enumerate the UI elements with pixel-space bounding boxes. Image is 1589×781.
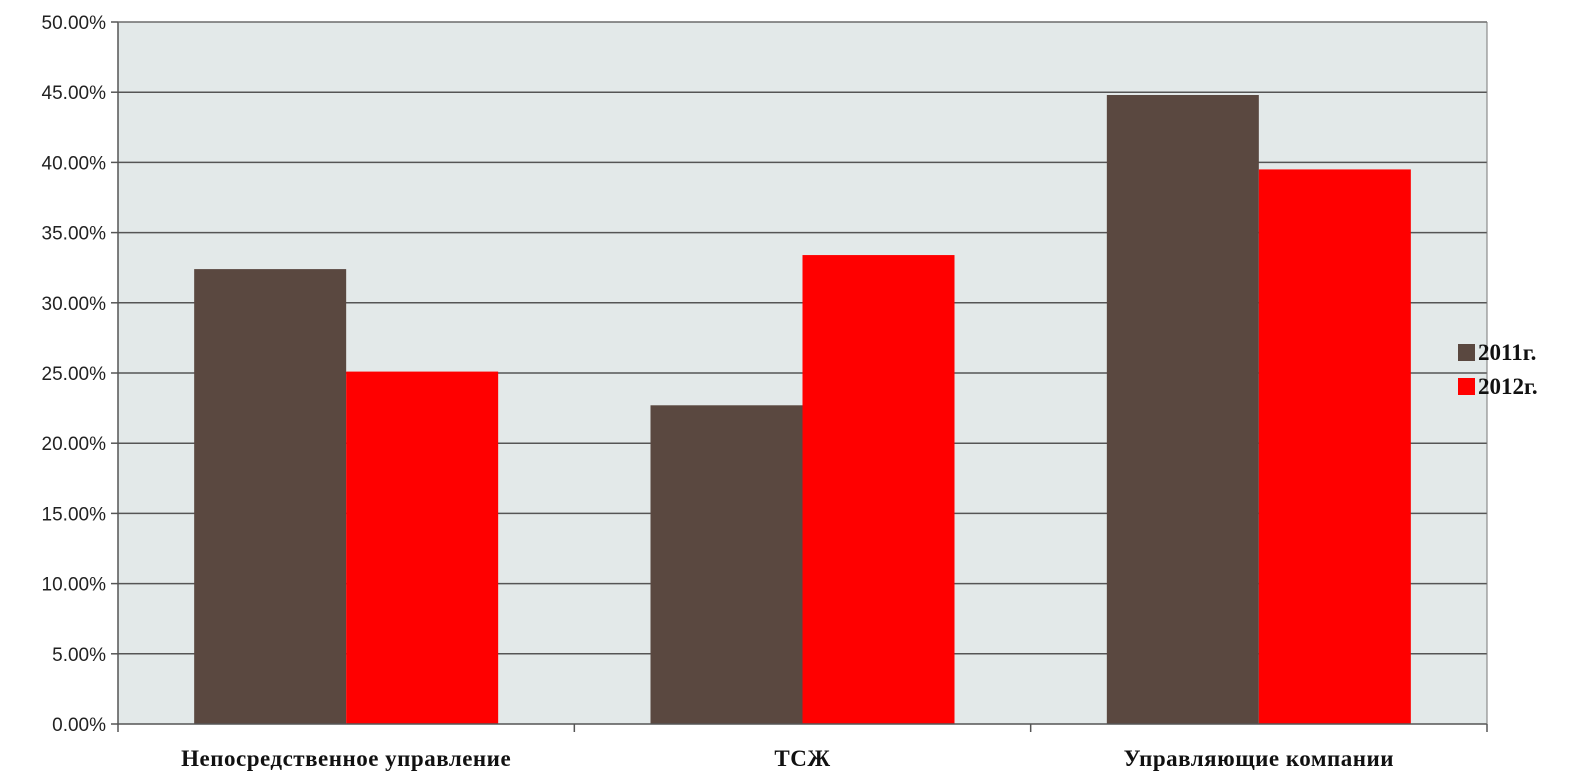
x-tick-label: Управляющие компании [1124, 746, 1394, 771]
axes [111, 21, 1488, 732]
legend-swatch [1458, 378, 1475, 395]
y-tick-label: 40.00% [42, 153, 107, 174]
y-tick-label: 25.00% [42, 364, 107, 385]
bar [802, 255, 955, 724]
legend-swatch [1458, 344, 1475, 361]
bar [194, 269, 347, 724]
y-tick-label: 0.00% [52, 715, 106, 736]
y-tick-label: 10.00% [42, 575, 107, 596]
bar [650, 405, 803, 724]
y-tick-label: 15.00% [42, 504, 107, 525]
x-tick-label: ТСЖ [774, 746, 830, 771]
bar [346, 371, 499, 724]
legend-label: 2011г. [1478, 340, 1536, 365]
y-tick-label: 20.00% [42, 434, 107, 455]
y-tick-labels: 0.00% 5.00% 10.00% 15.00% 20.00% 25.00% 30.00%… [42, 13, 107, 736]
y-tick-label: 50.00% [42, 13, 107, 34]
x-tick-labels: Непосредственное управление ТСЖ Управляющи… [181, 746, 1394, 771]
y-tick-label: 30.00% [42, 294, 107, 315]
bar [1258, 169, 1411, 725]
bar [1106, 95, 1259, 725]
x-tick-label: Непосредственное управление [181, 746, 511, 771]
y-tick-label: 35.00% [42, 224, 107, 245]
y-tick-label: 5.00% [52, 645, 106, 666]
legend: 2011г. 2012г. [1458, 340, 1538, 399]
bars [194, 95, 1411, 725]
legend-label: 2012г. [1478, 374, 1538, 399]
y-tick-label: 45.00% [42, 83, 107, 104]
